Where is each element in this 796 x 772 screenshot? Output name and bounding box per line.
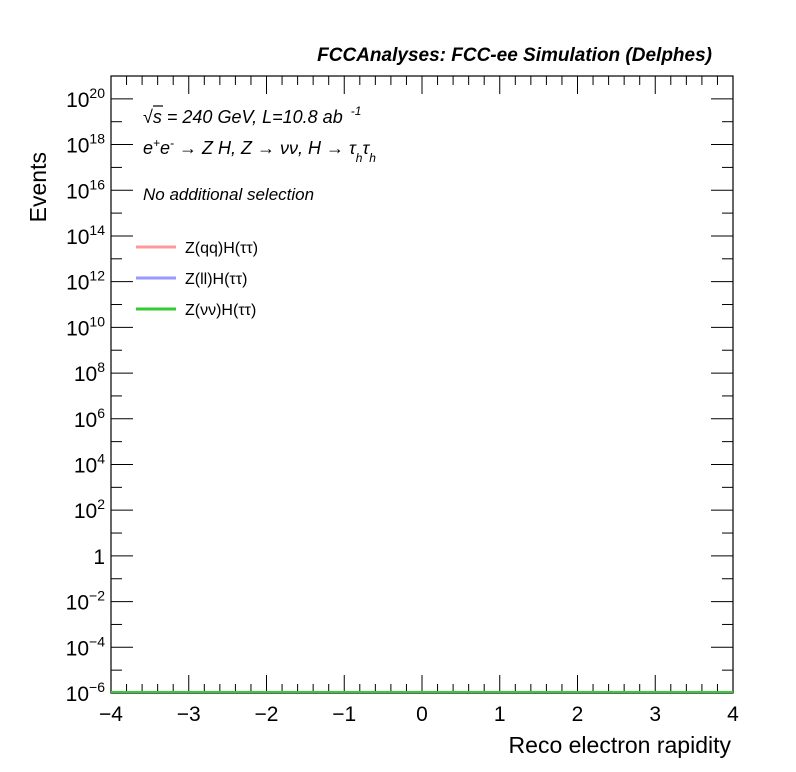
y-tick-exponent: −2 <box>89 588 105 604</box>
y-tick-labels: 10−610−410−21102104106108101010121014101… <box>66 85 106 706</box>
luminosity-exponent: -1 <box>351 104 362 118</box>
y-tick-label: 1018 <box>66 131 105 158</box>
y-tick-label: 104 <box>74 450 105 477</box>
y-tick-label: 10−2 <box>66 588 106 615</box>
y-tick-base: 10 <box>66 683 89 706</box>
x-tick-label: −3 <box>177 703 201 726</box>
x-tick-label: −4 <box>99 703 123 726</box>
y-tick-exponent: 12 <box>89 268 105 284</box>
x-axis-title: Reco electron rapidity <box>509 732 732 758</box>
plot-frame <box>110 75 734 694</box>
x-tick-label: 3 <box>649 703 661 726</box>
y-tick-base: 10 <box>66 135 89 158</box>
y-tick-label: 1020 <box>66 85 105 112</box>
process-annotation: e+e- → Z H, Z → νν, H → τhτh <box>143 136 376 165</box>
legend-label: Z(qq)H(ττ) <box>185 240 258 257</box>
y-tick-exponent: 10 <box>89 313 105 329</box>
y-tick-exponent: 16 <box>89 176 105 192</box>
x-tick-label: 0 <box>416 703 428 726</box>
y-tick-exponent: 8 <box>97 359 105 375</box>
y-tick-base: 10 <box>66 592 89 615</box>
y-tick-exponent: 6 <box>97 405 105 421</box>
y-tick-base: 10 <box>66 226 89 249</box>
sqrt-s-symbol: √s <box>143 107 162 127</box>
x-tick-labels: −4 −3 −2 −1 0 1 2 3 4 <box>99 703 739 726</box>
legend-label: Z(ll)H(ττ) <box>185 271 247 288</box>
y-tick-base: 10 <box>66 317 89 340</box>
y-tick-label: 1 <box>93 546 105 569</box>
chart-title: FCCAnalyses: FCC-ee Simulation (Delphes) <box>317 45 712 66</box>
y-tick-exponent: −4 <box>89 633 105 649</box>
selection-annotation: No additional selection <box>143 185 314 204</box>
y-tick-exponent: 2 <box>97 496 105 512</box>
y-tick-label: 1012 <box>66 268 105 295</box>
y-tick-label: 1010 <box>66 313 105 340</box>
x-tick-label: 1 <box>494 703 506 726</box>
y-tick-exponent: 14 <box>89 222 105 238</box>
energy-annotation: √s = 240 GeV, L=10.8 ab -1 <box>143 104 361 127</box>
y-tick-base: 10 <box>74 500 97 523</box>
y-tick-base: 10 <box>66 272 89 295</box>
y-tick-label: 10−6 <box>66 679 106 706</box>
y-axis-ticks <box>111 75 733 694</box>
y-tick-base: 10 <box>66 89 89 112</box>
x-tick-label: −1 <box>332 703 356 726</box>
x-tick-label: 4 <box>727 703 739 726</box>
energy-luminosity-text: = 240 GeV, L=10.8 ab <box>162 107 343 127</box>
y-tick-base: 10 <box>74 454 97 477</box>
y-tick-exponent: 18 <box>89 131 105 147</box>
y-tick-label: 10−4 <box>66 633 106 660</box>
y-tick-base: 10 <box>74 363 97 386</box>
y-tick-label: 106 <box>74 405 105 432</box>
y-tick-label: 102 <box>74 496 105 523</box>
x-tick-label: −2 <box>255 703 279 726</box>
y-tick-exponent: 20 <box>89 85 105 101</box>
x-axis-ticks <box>110 76 734 693</box>
plot-border <box>110 75 734 694</box>
y-tick-base: 10 <box>66 637 89 660</box>
y-tick-label: 1014 <box>66 222 105 249</box>
y-tick-label: 1016 <box>66 176 105 203</box>
y-axis-title: Events <box>25 152 51 222</box>
y-tick-label: 108 <box>74 359 105 386</box>
x-tick-label: 2 <box>572 703 584 726</box>
y-tick-exponent: 4 <box>97 450 105 466</box>
y-tick-base: 10 <box>66 180 89 203</box>
y-tick-base: 1 <box>93 546 105 569</box>
legend: Z(qq)H(ττ) Z(ll)H(ττ) Z(νν)H(ττ) <box>136 240 258 319</box>
legend-label: Z(νν)H(ττ) <box>185 302 256 319</box>
y-tick-exponent: −6 <box>89 679 105 695</box>
y-tick-base: 10 <box>74 409 97 432</box>
